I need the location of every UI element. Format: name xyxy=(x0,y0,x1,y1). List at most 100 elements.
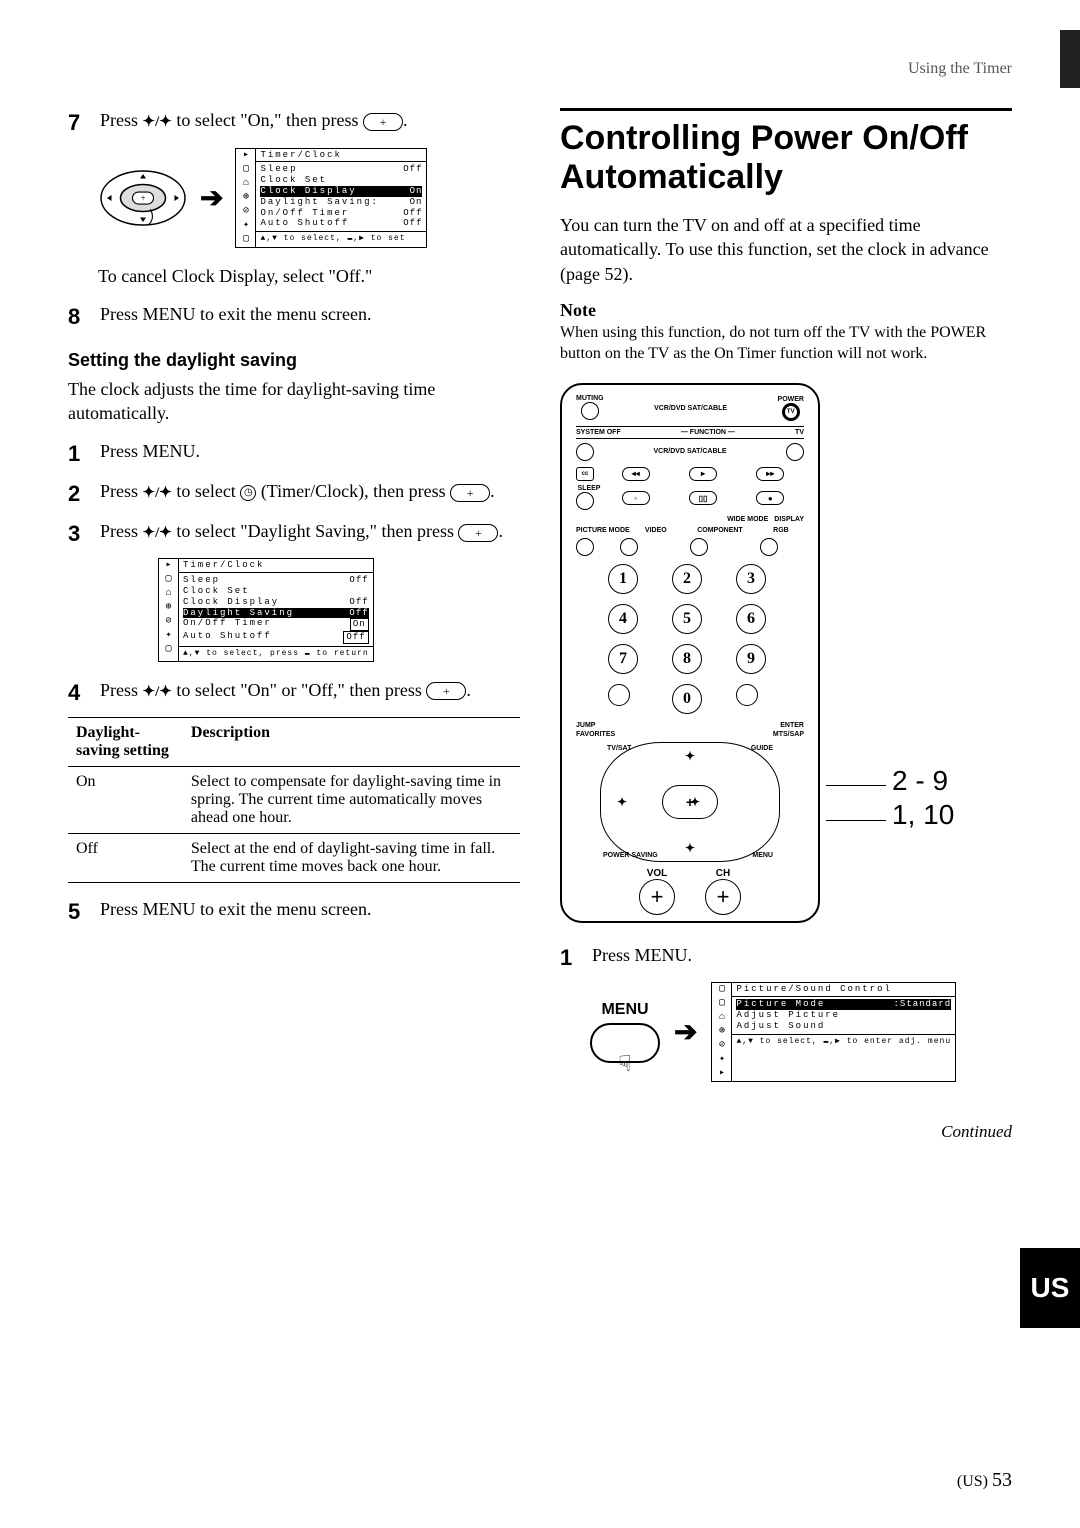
transport-ff-icon: ▸▸ xyxy=(756,467,784,481)
picture-mode-button-icon xyxy=(576,538,594,556)
enter-plus-button-icon: + xyxy=(363,113,403,131)
menu-icon-column: ▸▢⌂⊕⊘✦▢ xyxy=(236,149,256,247)
dst-step1-text: Press MENU. xyxy=(100,439,520,469)
right-step1-text: Press MENU. xyxy=(592,943,1012,973)
dst-step1-number: 1 xyxy=(68,439,90,469)
display-label: DISPLAY xyxy=(774,516,804,523)
note-body: When using this function, do not turn of… xyxy=(560,323,1012,365)
dst-step5-number: 5 xyxy=(68,897,90,927)
menu2-footer: ▲,▼ to select, press ▬ to return xyxy=(179,646,373,661)
menu-row: Daylight SavingOff xyxy=(183,608,369,619)
menu-row: Picture Mode:Standard xyxy=(736,999,951,1010)
guide-label: GUIDE xyxy=(751,745,773,752)
table-header-description: Description xyxy=(183,718,520,767)
transport-rew-icon: ◂◂ xyxy=(622,467,650,481)
menu1-footer: ▲,▼ to select, ▬,▶ to set xyxy=(256,231,426,246)
keypad-9: 9 xyxy=(736,644,766,674)
vcr-dvd-label2: VCR/DVD SAT/CABLE xyxy=(594,448,786,455)
callout-leader-lines xyxy=(826,485,886,821)
vol-label: VOL xyxy=(639,868,675,879)
keypad-7: 7 xyxy=(608,644,638,674)
right-step1-number: 1 xyxy=(560,943,582,973)
arrow-right-icon: ➔ xyxy=(200,181,223,215)
menu-row: SleepOff xyxy=(260,164,422,175)
tv-function-button-icon xyxy=(786,443,804,461)
nav-enter-icon: + xyxy=(662,785,718,819)
vcr-dvd-label: VCR/DVD SAT/CABLE xyxy=(604,405,778,412)
menu-row: Auto ShutoffOff xyxy=(183,631,369,644)
hand-press-icon: ☟ xyxy=(618,1051,631,1077)
vol-button-icon: + xyxy=(639,879,675,915)
dst-step2-text: Press ✦/✦ to select ◷ (Timer/Clock), the… xyxy=(100,479,520,509)
component-button-icon xyxy=(690,538,708,556)
nav-cluster-icon: TV/SAT GUIDE POWER SAVING MENU ✦ ✦ ✦ ✦ + xyxy=(600,742,780,862)
daylight-saving-heading: Setting the daylight saving xyxy=(68,350,520,371)
dst-step5-text: Press MENU to exit the menu screen. xyxy=(100,897,520,927)
nav-down-icon: ✦ xyxy=(685,841,695,855)
sleep-button-icon xyxy=(576,492,594,510)
power-saving-label: POWER SAVING xyxy=(603,852,658,859)
tvsat-label: TV/SAT xyxy=(607,745,631,752)
dst-step3-number: 3 xyxy=(68,519,90,549)
muting-label: MUTING xyxy=(576,395,604,402)
arrow-up-down-icon: ✦/✦ xyxy=(143,523,172,543)
enter-plus-button-icon: + xyxy=(458,524,498,542)
dst-step4-number: 4 xyxy=(68,678,90,708)
menu-row: Clock Set xyxy=(260,175,422,186)
intro-paragraph: You can turn the TV on and off at a spec… xyxy=(560,213,1012,286)
note-heading: Note xyxy=(560,300,1012,321)
keypad-8: 8 xyxy=(672,644,702,674)
menu-row: Clock DisplayOn xyxy=(260,186,422,197)
menu-row: Auto ShutoffOff xyxy=(260,218,422,229)
menu-row: On/Off TimerOff xyxy=(260,208,422,219)
menu-icon-column: ▢▢⌂⊕⊘✦▸ xyxy=(712,983,732,1081)
menu-button-icon: ☟ xyxy=(590,1023,660,1063)
menu1-title: Timer/Clock xyxy=(256,149,426,163)
menu2-body: SleepOffClock SetClock DisplayOffDayligh… xyxy=(179,573,373,646)
keypad-5: 5 xyxy=(672,604,702,634)
cancel-clock-display-text: To cancel Clock Display, select "Off." xyxy=(98,264,520,288)
dst-step2-number: 2 xyxy=(68,479,90,509)
cc-button-icon: cc xyxy=(576,467,594,481)
dst-step4-text: Press ✦/✦ to select "On" or "Off," then … xyxy=(100,678,520,708)
menu-row: Clock Set xyxy=(183,586,369,597)
us-region-tab: US xyxy=(1020,1248,1080,1328)
figure-menu2: ▸▢⌂⊕⊘✦▢ Timer/Clock SleepOffClock SetClo… xyxy=(158,558,520,661)
transport-rec-icon: ● xyxy=(756,491,784,505)
table-row: OffSelect at the end of daylight-saving … xyxy=(68,834,520,883)
transport-play-icon: ▸ xyxy=(689,467,717,481)
heading-rule xyxy=(560,108,1012,111)
table-header-setting: Daylight-saving setting xyxy=(68,718,183,767)
system-off-button-icon xyxy=(576,443,594,461)
enter-plus-button-icon: + xyxy=(426,682,466,700)
menu-row: On/Off TimerOn xyxy=(183,618,369,631)
enter-plus-button-icon: + xyxy=(450,484,490,502)
daylight-saving-table: Daylight-saving setting Description OnSe… xyxy=(68,717,520,883)
page-title: Controlling Power On/Off Automatically xyxy=(560,119,1012,197)
menu3-body: Picture Mode:StandardAdjust PictureAdjus… xyxy=(732,997,955,1033)
favorites-label: FAVORITES xyxy=(576,731,615,738)
rgb-label: RGB xyxy=(773,527,789,534)
menu1-body: SleepOffClock SetClock DisplayOnDaylight… xyxy=(256,162,426,231)
ch-label: CH xyxy=(705,868,741,879)
menu-row: SleepOff xyxy=(183,575,369,586)
page-number: (US) 53 xyxy=(957,1469,1012,1492)
video-label: VIDEO xyxy=(645,527,667,534)
component-label: COMPONENT xyxy=(697,527,743,534)
menu-row: Adjust Sound xyxy=(736,1021,951,1032)
menu2-title: Timer/Clock xyxy=(179,559,373,573)
keypad-3: 3 xyxy=(736,564,766,594)
menu3-footer: ▲,▼ to select, ▬,▶ to enter adj. menu xyxy=(732,1034,955,1049)
continued-text: Continued xyxy=(560,1122,1012,1142)
arrow-up-down-icon: ✦/✦ xyxy=(143,112,172,132)
mts-label: MTS/SAP xyxy=(773,731,804,738)
enter-label: ENTER xyxy=(780,722,804,729)
keypad-1: 1 xyxy=(608,564,638,594)
ch-button-icon: + xyxy=(705,879,741,915)
power-label: POWER xyxy=(778,396,804,403)
step-7-number: 7 xyxy=(68,108,90,138)
transport-stop-icon: ▫ xyxy=(622,491,650,505)
figure-menu-button: MENU ☟ ➔ ▢▢⌂⊕⊘✦▸ Picture/Sound Control P… xyxy=(590,982,1012,1082)
dst-step3-text: Press ✦/✦ to select "Daylight Saving," t… xyxy=(100,519,520,549)
keypad-0: 0 xyxy=(672,684,702,714)
